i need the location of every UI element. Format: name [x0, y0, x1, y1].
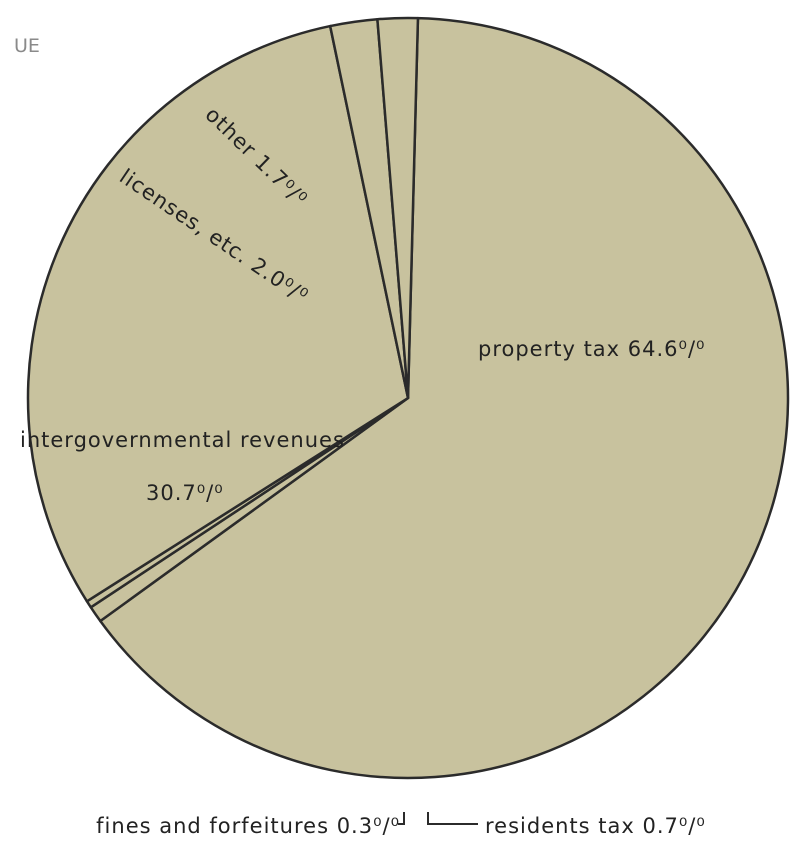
leader-line-residents: [427, 812, 478, 825]
pie-slice-property-tax: [99, 16, 790, 780]
leader-line-fines: [398, 812, 405, 825]
pie-slices: [26, 16, 790, 780]
header-fragment: UE: [14, 35, 40, 57]
label-residents: residents tax 0.7⁰/⁰: [485, 814, 706, 838]
pie-slice-intergovernmental-revenues: [26, 24, 410, 603]
pie-slice-other: [376, 16, 420, 400]
label-intergovernmental-line2: 30.7⁰/⁰: [146, 481, 224, 505]
label-intergovernmental-line1: intergovernmental revenues: [20, 428, 345, 452]
label-fines: fines and forfeitures 0.3⁰/⁰: [96, 814, 400, 838]
label-property-tax: property tax 64.6⁰/⁰: [478, 337, 705, 361]
